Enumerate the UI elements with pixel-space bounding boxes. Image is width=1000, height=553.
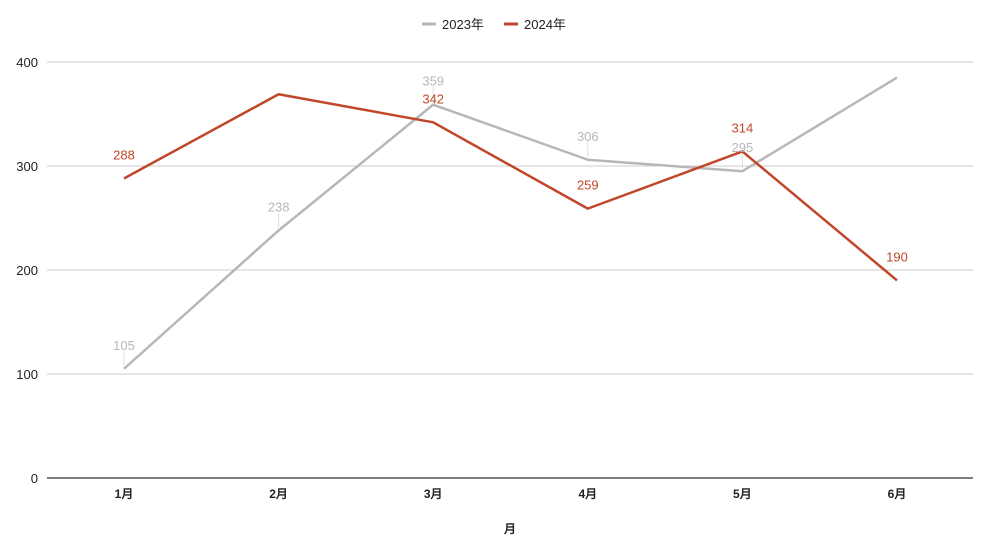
y-tick-label: 200	[16, 263, 38, 278]
y-tick-label: 0	[31, 471, 38, 486]
y-tick-label: 400	[16, 55, 38, 70]
data-label: 288	[113, 147, 135, 162]
x-tick-label: 2月	[269, 487, 288, 501]
data-label: 190	[886, 249, 908, 264]
gridlines	[47, 61, 973, 479]
legend-label-2023: 2023年	[442, 17, 484, 32]
x-tick-label: 1月	[115, 487, 134, 501]
series-line-2023	[123, 76, 898, 370]
y-tick-label: 300	[16, 159, 38, 174]
x-axis-ticks: 1月 2月 3月 4月 5月 6月	[115, 487, 907, 501]
data-label: 314	[732, 120, 754, 135]
x-tick-label: 5月	[733, 487, 752, 501]
data-label: 306	[577, 129, 599, 144]
data-label: 105	[113, 338, 135, 353]
legend-label-2024: 2024年	[524, 17, 566, 32]
chart-legend: 2023年 2024年	[422, 17, 566, 32]
data-labels: 105 238 359 306 295 288 342 259 314 190	[113, 74, 908, 366]
data-label: 342	[422, 91, 444, 106]
x-tick-label: 3月	[424, 487, 443, 501]
x-tick-label: 6月	[888, 487, 907, 501]
x-tick-label: 4月	[578, 487, 597, 501]
y-tick-label: 100	[16, 367, 38, 382]
data-label: 295	[732, 140, 754, 155]
y-axis-ticks: 0 100 200 300 400	[16, 55, 38, 486]
data-label: 238	[268, 199, 290, 214]
x-axis-title: 月	[503, 522, 516, 536]
series-line-2024	[123, 92, 898, 282]
series-lines	[123, 76, 898, 370]
data-label: 359	[422, 74, 444, 89]
data-label: 259	[577, 178, 599, 193]
